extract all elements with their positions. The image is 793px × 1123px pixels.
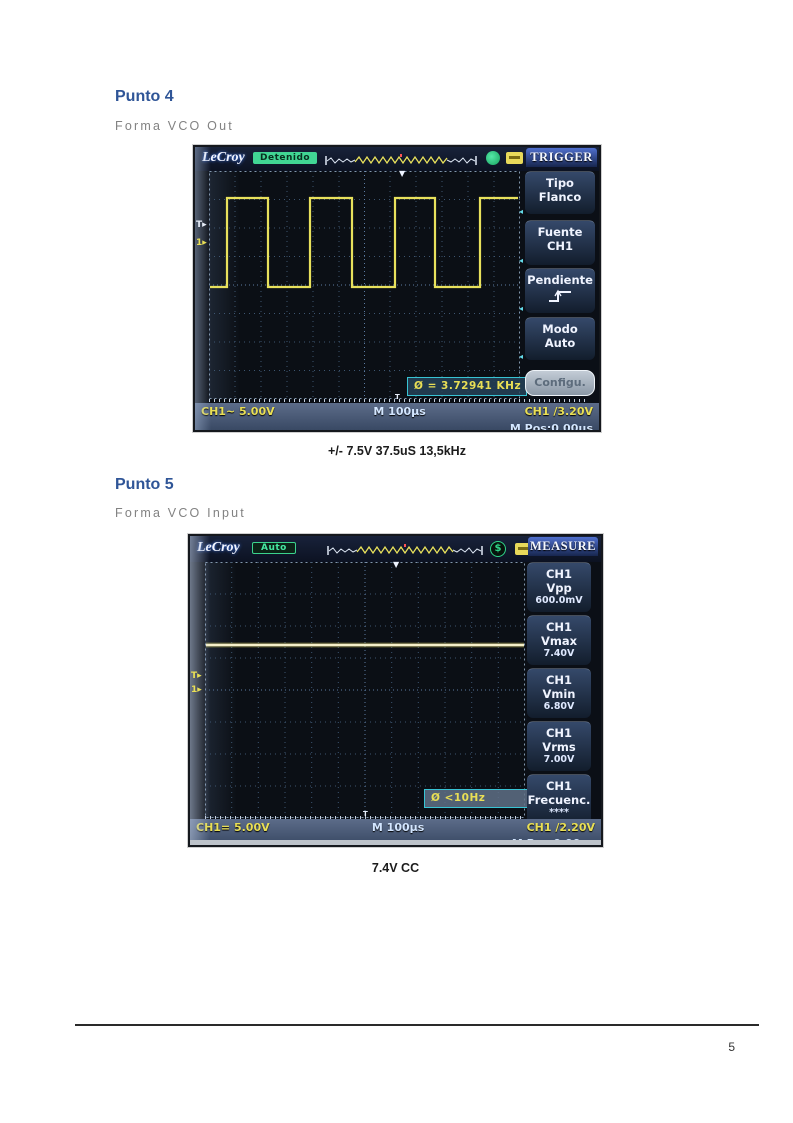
m-pos-readout: M Pos:0.00µs: [509, 422, 593, 430]
status-badge: Auto: [252, 542, 296, 554]
position-bar-graphic: [325, 154, 477, 165]
menu-button-configu: Configu.: [525, 370, 595, 396]
ch1-scale-readout: CH1~ 5.00V: [201, 405, 275, 418]
grid-and-waveform: [209, 171, 520, 399]
trigger-level-marker: T▸: [191, 671, 202, 681]
footer-divider: [75, 1024, 759, 1026]
graticule: ▼ T▸ 1▸ Ø = 3.72941 KHz: [196, 169, 527, 399]
ch1-scale-readout: CH1= 5.00V: [196, 821, 270, 834]
grid-and-waveform: [205, 562, 525, 818]
printer-icon: [506, 152, 523, 164]
frequency-readout: Ø <10Hz: [424, 789, 529, 808]
horizontal-tick-ruler: [205, 816, 525, 819]
softkey-arrow-icon: ◂: [519, 207, 524, 216]
lecroy-logo: LeCroy: [202, 150, 245, 165]
timebase-readout: M 100µs: [373, 405, 426, 418]
trigger-menu-title: TRIGGER: [526, 148, 597, 167]
horizontal-tick-ruler: [209, 399, 589, 402]
position-bar-graphic: [327, 544, 483, 555]
photo-edge: [190, 840, 601, 845]
section-heading-punto-4: Punto 4: [115, 88, 174, 105]
measure-button-vmax: CH1 Vmax 7.40V: [527, 615, 591, 665]
softkey-arrow-icon: ◂: [519, 256, 524, 265]
figure-caption-1: +/- 7.5V 37.5uS 13,5kHz: [328, 444, 466, 458]
channel1-marker: 1▸: [196, 238, 207, 248]
menu-button-modo: Modo Auto: [525, 317, 595, 360]
trigger-position-arrow-icon: ▼: [393, 560, 400, 569]
menu-button-pendiente: Pendiente: [525, 268, 595, 313]
measure-menu: CH1 Vpp 600.0mV CH1 Vmax 7.40V CH1 Vmin …: [527, 562, 593, 827]
measure-button-vrms: CH1 Vrms 7.00V: [527, 721, 591, 771]
page-number: 5: [728, 1040, 735, 1054]
trigger-menu: Tipo Flanco Fuente CH1 Pendiente Modo Au…: [519, 171, 597, 401]
green-blob-icon: [486, 151, 500, 165]
section-subheading-vco-out: Forma VCO Out: [115, 119, 234, 133]
green-s-icon: $: [490, 541, 506, 557]
section-heading-punto-5: Punto 5: [115, 476, 174, 493]
trigger-level-readout: CH1 /2.20V: [526, 821, 595, 834]
horizontal-position-bar: [325, 542, 485, 555]
channel1-marker: 1▸: [191, 685, 202, 695]
measure-menu-title: MEASURE: [528, 537, 598, 556]
ruler-center-marker: T: [363, 810, 368, 818]
timebase-readout: M 100µs: [371, 821, 425, 834]
graticule: ▼ T▸ 1▸ Ø <10Hz: [191, 560, 529, 818]
measure-button-frecuencia: CH1 Frecuenc. ****: [527, 774, 591, 827]
softkey-arrow-icon: ◂: [519, 304, 524, 313]
measure-button-vmin: CH1 Vmin 6.80V: [527, 668, 591, 718]
softkey-arrow-icon: ◂: [519, 352, 524, 361]
printer-icon: [515, 543, 532, 555]
measure-button-vpp: CH1 Vpp 600.0mV: [527, 562, 591, 612]
menu-button-tipo: Tipo Flanco: [525, 171, 595, 214]
horizontal-position-bar: [323, 152, 479, 165]
oscilloscope-screenshot-vco-input: LeCroy Auto $ MEASURE: [190, 536, 601, 845]
trigger-level-readout: CH1 /3.20V: [524, 405, 593, 418]
oscilloscope-screenshot-vco-out: LeCroy Detenido TRIGGER: [195, 147, 599, 430]
frequency-readout: Ø = 3.72941 KHz: [407, 377, 527, 396]
scope-bottom-bar: CH1~ 5.00V M 100µs CH1 /3.20V M Pos:0.00…: [195, 403, 599, 430]
ruler-center-marker: T: [395, 393, 400, 401]
figure-caption-2: 7.4V CC: [371, 861, 420, 875]
photo-glare: [195, 147, 211, 430]
trigger-position-arrow-icon: ▼: [399, 169, 406, 178]
square-waveform: [210, 196, 518, 289]
photo-glare: [190, 536, 210, 845]
trigger-level-marker: T▸: [196, 220, 207, 230]
status-badge: Detenido: [253, 152, 318, 164]
menu-button-fuente: Fuente CH1: [525, 220, 595, 265]
rising-edge-icon: [549, 289, 571, 302]
section-subheading-vco-input: Forma VCO Input: [115, 506, 246, 520]
